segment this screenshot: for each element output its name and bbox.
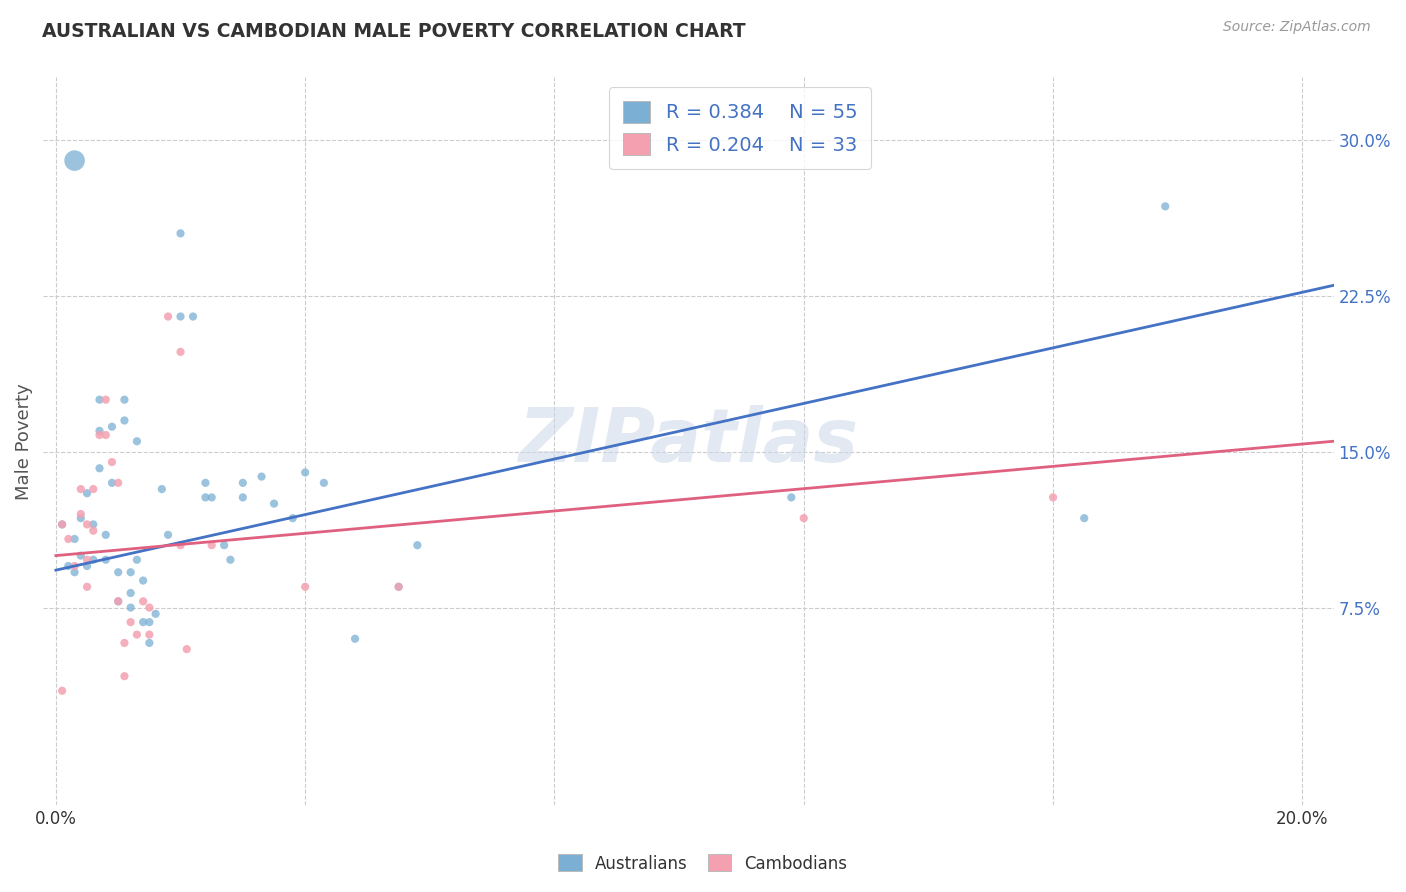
Point (145, 607, 167, 621)
Point (132, 615, 155, 629)
Point (120, 615, 142, 629)
Point (94, 528, 117, 542)
Point (76, 486, 98, 500)
Text: Source: ZipAtlas.com: Source: ZipAtlas.com (1223, 20, 1371, 34)
Point (82, 517, 104, 532)
Point (169, 227, 191, 241)
Point (120, 586, 142, 600)
Point (94, 428, 117, 442)
Point (58, 559, 80, 574)
Point (294, 580, 316, 594)
Point (157, 528, 180, 542)
Point (138, 636, 160, 650)
Point (201, 538, 224, 552)
Point (312, 475, 335, 490)
Legend: R = 0.384    N = 55, R = 0.204    N = 33: R = 0.384 N = 55, R = 0.204 N = 33 (609, 87, 870, 169)
Point (157, 310, 180, 324)
Point (132, 574, 155, 588)
Point (125, 553, 148, 567)
Point (69, 482, 91, 496)
Point (63, 559, 86, 574)
Point (89, 424, 111, 438)
Point (63, 153, 86, 168)
Text: ZIPatlas: ZIPatlas (519, 405, 859, 478)
Point (138, 627, 160, 641)
Point (212, 538, 235, 552)
Point (406, 538, 429, 552)
Point (107, 594, 129, 608)
Point (388, 580, 411, 594)
Point (114, 636, 136, 650)
Point (125, 627, 148, 641)
Point (388, 580, 411, 594)
Point (89, 428, 111, 442)
Point (76, 559, 98, 574)
Point (69, 507, 91, 521)
Point (294, 466, 316, 480)
Point (69, 549, 91, 563)
Point (1042, 491, 1064, 505)
Point (94, 553, 117, 567)
Legend: Australians, Cambodians: Australians, Cambodians (551, 847, 855, 880)
Point (181, 310, 204, 324)
Point (58, 532, 80, 546)
Text: AUSTRALIAN VS CAMBODIAN MALE POVERTY CORRELATION CHART: AUSTRALIAN VS CAMBODIAN MALE POVERTY COR… (42, 22, 745, 41)
Point (1154, 199, 1177, 213)
Point (250, 469, 273, 483)
Point (344, 632, 367, 646)
Point (82, 482, 104, 496)
Point (107, 566, 129, 580)
Point (101, 419, 124, 434)
Point (114, 413, 136, 427)
Point (101, 455, 124, 469)
Point (120, 600, 142, 615)
Point (132, 594, 155, 608)
Point (232, 491, 254, 505)
Point (194, 475, 217, 490)
Point (82, 524, 104, 538)
Point (107, 594, 129, 608)
Point (138, 600, 160, 615)
Point (114, 392, 136, 407)
Point (63, 532, 86, 546)
Point (138, 615, 160, 629)
Point (125, 434, 148, 449)
Point (201, 491, 224, 505)
Point (89, 461, 111, 475)
Point (107, 475, 129, 490)
Point (82, 553, 104, 567)
Point (793, 511, 815, 525)
Point (101, 475, 124, 490)
Point (194, 491, 217, 505)
Point (263, 497, 285, 511)
Point (89, 392, 111, 407)
Point (94, 392, 117, 407)
Point (232, 475, 254, 490)
Point (69, 511, 91, 525)
Y-axis label: Male Poverty: Male Poverty (15, 383, 32, 500)
Point (169, 344, 191, 359)
Point (76, 580, 98, 594)
Point (169, 310, 191, 324)
Point (150, 482, 173, 496)
Point (114, 669, 136, 683)
Point (76, 517, 98, 532)
Point (51, 517, 73, 532)
Point (76, 553, 98, 567)
Point (63, 566, 86, 580)
Point (1073, 511, 1095, 525)
Point (51, 683, 73, 698)
Point (51, 517, 73, 532)
Point (120, 566, 142, 580)
Point (219, 553, 242, 567)
Point (176, 642, 198, 657)
Point (780, 491, 803, 505)
Point (281, 511, 304, 525)
Point (169, 538, 191, 552)
